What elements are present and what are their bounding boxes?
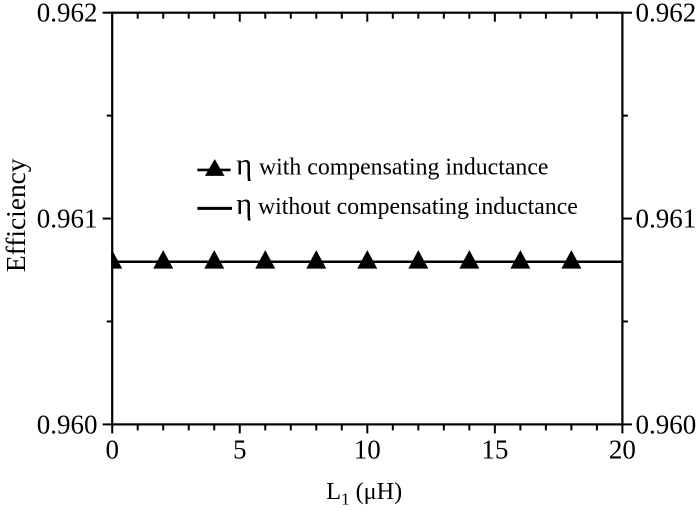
svg-text:0.960: 0.960 bbox=[636, 409, 697, 439]
svg-text:Efficiency: Efficiency bbox=[1, 158, 31, 272]
svg-text:0.960: 0.960 bbox=[37, 409, 98, 439]
svg-text:15: 15 bbox=[481, 435, 508, 465]
svg-text:0.962: 0.962 bbox=[636, 0, 697, 28]
svg-text:η: η bbox=[236, 147, 252, 182]
svg-text:0.961: 0.961 bbox=[37, 203, 98, 233]
svg-text:L1 (μH): L1 (μH) bbox=[326, 478, 402, 509]
svg-text:with compensating inductance: with compensating inductance bbox=[259, 155, 548, 181]
svg-text:0.961: 0.961 bbox=[636, 203, 697, 233]
svg-text:η: η bbox=[236, 186, 252, 221]
svg-text:0: 0 bbox=[105, 435, 119, 465]
svg-text:10: 10 bbox=[354, 435, 381, 465]
svg-text:0.962: 0.962 bbox=[37, 0, 98, 28]
svg-text:5: 5 bbox=[233, 435, 247, 465]
svg-text:20: 20 bbox=[609, 435, 636, 465]
svg-text:without compensating inductanc: without compensating inductance bbox=[258, 194, 578, 220]
